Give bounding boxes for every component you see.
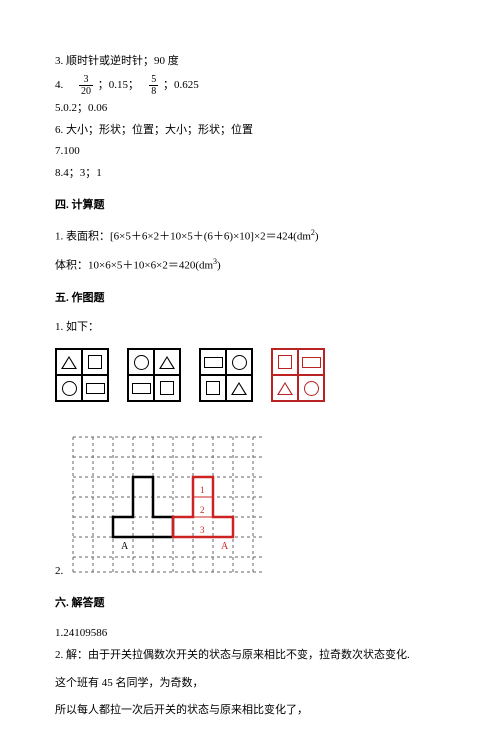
cell bbox=[82, 375, 108, 401]
triangle-icon bbox=[159, 356, 175, 369]
answer-5: 5.0.2；0.06 bbox=[55, 99, 445, 119]
rectangle-icon bbox=[302, 357, 321, 368]
cell bbox=[200, 375, 226, 401]
text: 体积：10×6×5＋10×6×2＝420(dm bbox=[55, 260, 213, 272]
denominator: 20 bbox=[79, 86, 93, 97]
square-icon bbox=[160, 381, 174, 395]
drawing-1-label: 1. 如下： bbox=[55, 318, 445, 338]
cell bbox=[128, 349, 154, 375]
rectangle-icon bbox=[86, 383, 105, 394]
cell bbox=[56, 375, 82, 401]
numerator: 3 bbox=[79, 74, 93, 86]
cell bbox=[56, 349, 82, 375]
answer-4: 4. 3 20 ；0.15； 5 8 ；0.625 bbox=[55, 74, 445, 97]
shape-grids-row bbox=[55, 348, 445, 402]
solve-2-line2: 这个班有 45 名同学，为奇数， bbox=[55, 674, 445, 694]
rectangle-icon bbox=[132, 383, 151, 394]
text: ；0.15； bbox=[98, 79, 145, 91]
cell bbox=[82, 349, 108, 375]
numerator: 5 bbox=[149, 74, 158, 86]
circle-icon bbox=[134, 355, 149, 370]
drawing-2-row: 2. A A 1 2 3 bbox=[55, 427, 445, 582]
rectangle-icon bbox=[204, 357, 223, 368]
answer-8: 8.4；3；1 bbox=[55, 164, 445, 184]
grid-1 bbox=[55, 348, 109, 402]
cell bbox=[128, 375, 154, 401]
cell bbox=[298, 375, 324, 401]
grid-3 bbox=[199, 348, 253, 402]
triangle-icon bbox=[61, 356, 77, 369]
calc-1-surface: 1. 表面积：[6×5＋6×2＋10×5＋(6＋6)×10]×2＝424(dm2… bbox=[55, 226, 445, 247]
answer-6: 6. 大小；形状；位置；大小；形状；位置 bbox=[55, 121, 445, 141]
cell bbox=[200, 349, 226, 375]
square-icon bbox=[278, 355, 292, 369]
fraction-1: 3 20 bbox=[79, 74, 93, 97]
text: ) bbox=[217, 260, 221, 272]
section-6-title: 六. 解答题 bbox=[55, 594, 445, 614]
cell bbox=[154, 349, 180, 375]
triangle-icon bbox=[277, 382, 293, 395]
cell bbox=[272, 375, 298, 401]
calc-1-volume: 体积：10×6×5＋10×6×2＝420(dm3) bbox=[55, 255, 445, 276]
solve-2-line1: 2. 解：由于开关拉偶数次开关的状态与原来相比不变，拉奇数次状态变化. bbox=[55, 646, 445, 666]
cell bbox=[226, 375, 252, 401]
solve-2-line3: 所以每人都拉一次后开关的状态与原来相比变化了， bbox=[55, 701, 445, 721]
triangle-icon bbox=[231, 382, 247, 395]
square-icon bbox=[88, 355, 102, 369]
cell bbox=[298, 349, 324, 375]
text: 1. 表面积：[6×5＋6×2＋10×5＋(6＋6)×10]×2＝424(dm bbox=[55, 230, 311, 242]
section-4-title: 四. 计算题 bbox=[55, 196, 445, 216]
answer-3: 3. 顺时针或逆时针；90 度 bbox=[55, 52, 445, 72]
cell bbox=[272, 349, 298, 375]
grid-figure: A A 1 2 3 bbox=[63, 427, 273, 582]
text: ；0.625 bbox=[163, 79, 199, 91]
square-icon bbox=[206, 381, 220, 395]
section-5-title: 五. 作图题 bbox=[55, 289, 445, 309]
label-a-right: A bbox=[221, 541, 229, 552]
cell bbox=[154, 375, 180, 401]
drawing-2-label: 2. bbox=[55, 562, 63, 582]
label-a-left: A bbox=[121, 541, 129, 552]
cell bbox=[226, 349, 252, 375]
text: 4. bbox=[55, 79, 74, 91]
black-shape bbox=[113, 477, 173, 537]
circle-icon bbox=[62, 381, 77, 396]
label-1: 1 bbox=[200, 485, 205, 495]
fraction-2: 5 8 bbox=[149, 74, 158, 97]
grid-4-answer bbox=[271, 348, 325, 402]
solve-1: 1.24109586 bbox=[55, 624, 445, 644]
grid-2 bbox=[127, 348, 181, 402]
denominator: 8 bbox=[149, 86, 158, 97]
label-3: 3 bbox=[200, 525, 205, 535]
circle-icon bbox=[304, 381, 319, 396]
answer-7: 7.100 bbox=[55, 142, 445, 162]
circle-icon bbox=[232, 355, 247, 370]
text: ) bbox=[315, 230, 319, 242]
label-2: 2 bbox=[200, 505, 205, 515]
